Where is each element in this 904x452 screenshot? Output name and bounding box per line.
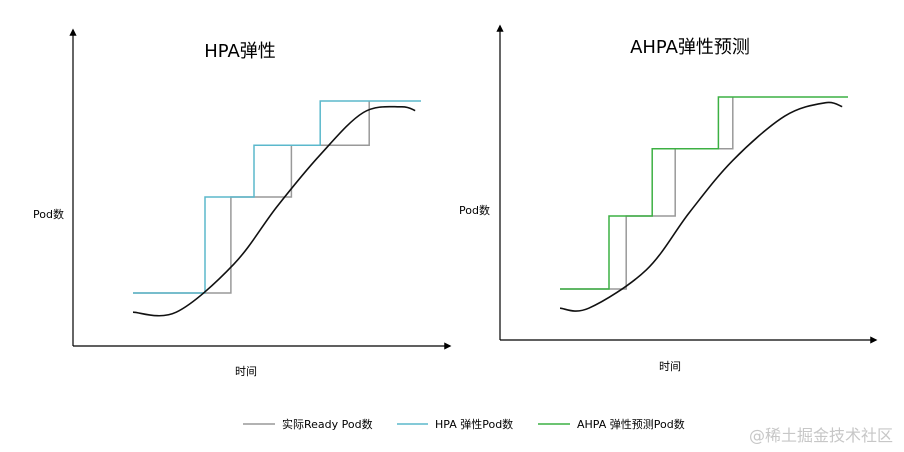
y-axis-label: Pod数 bbox=[459, 204, 490, 217]
legend-item: HPA 弹性Pod数 bbox=[397, 417, 513, 431]
series-line bbox=[133, 101, 370, 294]
legend-item: AHPA 弹性预测Pod数 bbox=[538, 417, 685, 431]
x-axis-label: 时间 bbox=[235, 365, 257, 378]
series-layer bbox=[559, 96, 848, 312]
chart-ahpa: AHPA弹性预测 Pod数 时间 bbox=[459, 24, 878, 373]
series-line bbox=[133, 100, 421, 294]
load-curve bbox=[559, 101, 843, 312]
x-axis-label: 时间 bbox=[659, 360, 681, 373]
y-axis-label: Pod数 bbox=[33, 208, 64, 221]
legend-label: AHPA 弹性预测Pod数 bbox=[577, 417, 685, 431]
series-line bbox=[560, 97, 734, 290]
load-curve bbox=[132, 105, 416, 317]
chart-title: AHPA弹性预测 bbox=[630, 37, 750, 58]
series-layer bbox=[132, 100, 421, 317]
legend: 实际Ready Pod数 HPA 弹性Pod数 AHPA 弹性预测Pod数 bbox=[243, 417, 685, 431]
chart-hpa: HPA弹性 Pod数 时间 bbox=[33, 28, 452, 378]
series-line bbox=[560, 96, 848, 290]
chart-title: HPA弹性 bbox=[204, 41, 276, 62]
legend-item: 实际Ready Pod数 bbox=[243, 417, 373, 431]
legend-label: HPA 弹性Pod数 bbox=[435, 417, 513, 431]
watermark: @稀土掘金技术社区 bbox=[749, 426, 893, 445]
legend-label: 实际Ready Pod数 bbox=[282, 417, 373, 431]
